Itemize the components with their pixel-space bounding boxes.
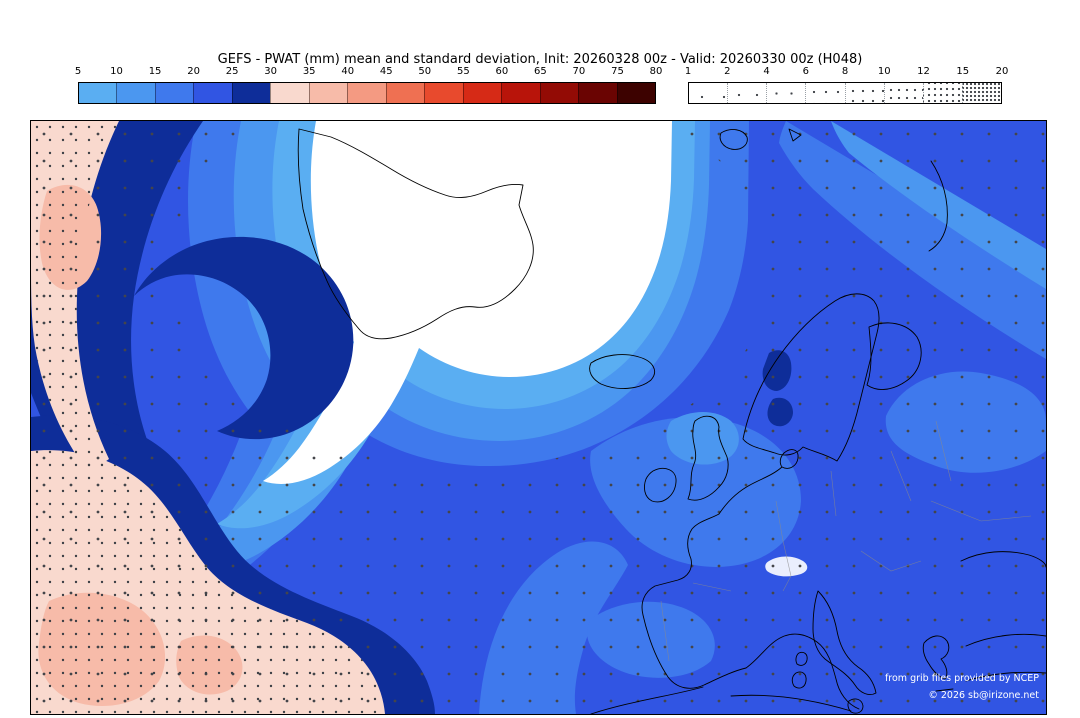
colorbar-cell [79,83,117,103]
colorbar-cell [805,83,845,103]
colorbar-cell [116,83,155,103]
colorbar-tick-label: 55 [456,66,470,77]
colorbar-cell [844,83,884,103]
coastline-europe-mainland [641,466,860,710]
coastline-ireland [644,468,677,503]
colorbar-cell [424,83,463,103]
coastline-black-sea [960,551,1046,568]
region-pwat-lt5-greenland [263,121,672,484]
stddev-colorbar-cells [688,82,1002,104]
colorbar-tick-label: 50 [418,66,432,77]
colorbar-tick-label: 5 [74,66,82,77]
colorbar-tick-label: 20 [187,66,200,77]
colorbar-cell [308,83,348,103]
colorbar-cell [347,83,386,103]
mean-colorbar: 5 10 15 20 25 30 35 40 45 50 55 60 65 70 75 80 [74,66,663,104]
colorbar-cell [231,83,271,103]
colorbar-tick-label: 12 [917,66,930,77]
coastline-anatolia [965,633,1046,682]
colorbar-tick-label: 35 [302,66,316,77]
colorbar-tick-label: 65 [534,66,547,77]
colorbar-tick-label: 10 [110,66,123,77]
stipple-dense-southwest [31,450,385,714]
coastline-svalbard [719,128,802,150]
stddev-colorbar-labels: 1 2 4 6 8 10 12 15 20 [684,66,1009,79]
colorbar-cell [922,83,962,103]
colorbar-cell [270,83,309,103]
colorbar-tick-label: 75 [611,66,624,77]
colorbar-cell [462,83,502,103]
colorbar-cell [689,83,728,103]
coastline-greenland [297,128,534,340]
colorbar-tick-label: 70 [572,66,586,77]
colorbar-tick-label: 80 [649,66,663,77]
colorbar-tick-label: 40 [341,66,355,77]
country-borders [660,420,1032,662]
map: from grib files provided by NCEP © 2026 … [30,120,1047,715]
colorbar-cell [883,83,923,103]
colorbar-tick-label: 15 [956,66,970,77]
colorbar-cell [616,83,656,103]
colorbar-tick-label: 25 [225,66,239,77]
coastline-north-africa [590,686,852,714]
map-svg: from grib files provided by NCEP © 2026 … [31,121,1046,714]
colorbar-tick-label: 8 [841,66,849,77]
colorbar-tick-label: 30 [264,66,278,77]
colorbar-tick-label: 2 [724,66,731,77]
credit-ncep: from grib files provided by NCEP [885,673,1039,684]
mean-colorbar-labels: 5 10 15 20 25 30 35 40 45 50 55 60 65 70 75 80 [74,66,663,79]
colorbar-cell [727,83,767,103]
stipple-sparse-overlay [31,121,1046,714]
colorbar-cell [578,83,617,103]
coastline-italy [812,590,877,696]
colorbar-tick-label: 45 [379,66,393,77]
coastlines [297,128,1046,714]
coastline-greece [922,635,954,692]
colorbar-tick-label: 10 [877,66,891,77]
colorbar-cell [539,83,579,103]
coastline-denmark [779,449,799,469]
stipple-dense-west-strip [31,121,119,473]
colorbar-tick-label: 60 [495,66,509,77]
colorbar-cell [154,83,194,103]
colorbar-tick-label: 6 [802,66,809,77]
colorbar-tick-label: 15 [148,66,162,77]
coastline-finland [866,322,922,390]
coastline-sicily [847,698,864,714]
colorbar-cell [766,83,806,103]
coastline-iceland [589,354,655,389]
coastline-great-britain [687,415,729,501]
colorbar-tick-label: 4 [763,66,770,77]
credit-copyright: © 2026 sb@irizone.net [928,690,1039,701]
region-pwat-25-30-swirl [134,236,354,440]
mean-colorbar-cells [78,82,656,104]
colorbar-tick-label: 1 [684,66,692,77]
stddev-colorbar: 1 2 4 6 8 10 12 15 20 [684,66,1009,104]
coastline-corsica-sardinia [791,651,808,689]
colorbar-cell [501,83,540,103]
colorbar-tick-label: 20 [995,66,1009,77]
colorbar-cell [385,83,425,103]
colorbar-cell [961,83,1001,103]
coastline-novaya-zemlya [928,160,948,252]
chart-title: GEFS - PWAT (mm) mean and standard devia… [217,52,863,67]
colorbar-cell [193,83,232,103]
